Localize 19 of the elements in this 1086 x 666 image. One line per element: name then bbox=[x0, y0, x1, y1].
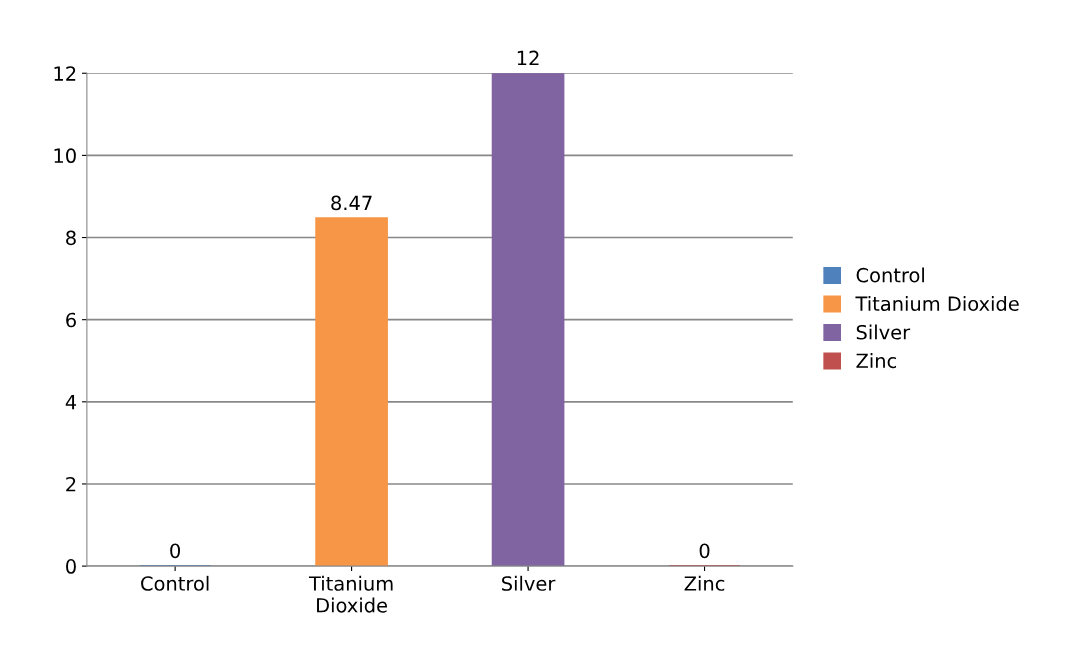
x-tick-label: Control bbox=[141, 575, 209, 591]
y-tick-label: 8 bbox=[66, 230, 76, 246]
legend-label: Silver bbox=[856, 324, 911, 340]
y-tick-label: 6 bbox=[66, 312, 76, 328]
x-tick-label: Titanium Dioxide bbox=[308, 575, 393, 613]
y-tick-label: 4 bbox=[65, 395, 77, 410]
legend-label: Zinc bbox=[856, 353, 897, 369]
data-label: 0 bbox=[699, 543, 710, 559]
legend-label: Control bbox=[856, 267, 924, 283]
y-tick-label: 0 bbox=[66, 559, 76, 574]
data-label: 8.47 bbox=[331, 195, 372, 211]
x-tick-label: Zinc bbox=[684, 575, 725, 591]
data-label: 0 bbox=[170, 543, 181, 559]
y-tick-label: 12 bbox=[54, 66, 76, 81]
y-tick-label: 10 bbox=[54, 148, 76, 164]
y-tick-label: 2 bbox=[66, 476, 76, 492]
x-tick-label: Silver bbox=[502, 575, 556, 591]
data-label: 12 bbox=[517, 50, 539, 66]
legend-label: Titanium Dioxide bbox=[855, 296, 1019, 312]
